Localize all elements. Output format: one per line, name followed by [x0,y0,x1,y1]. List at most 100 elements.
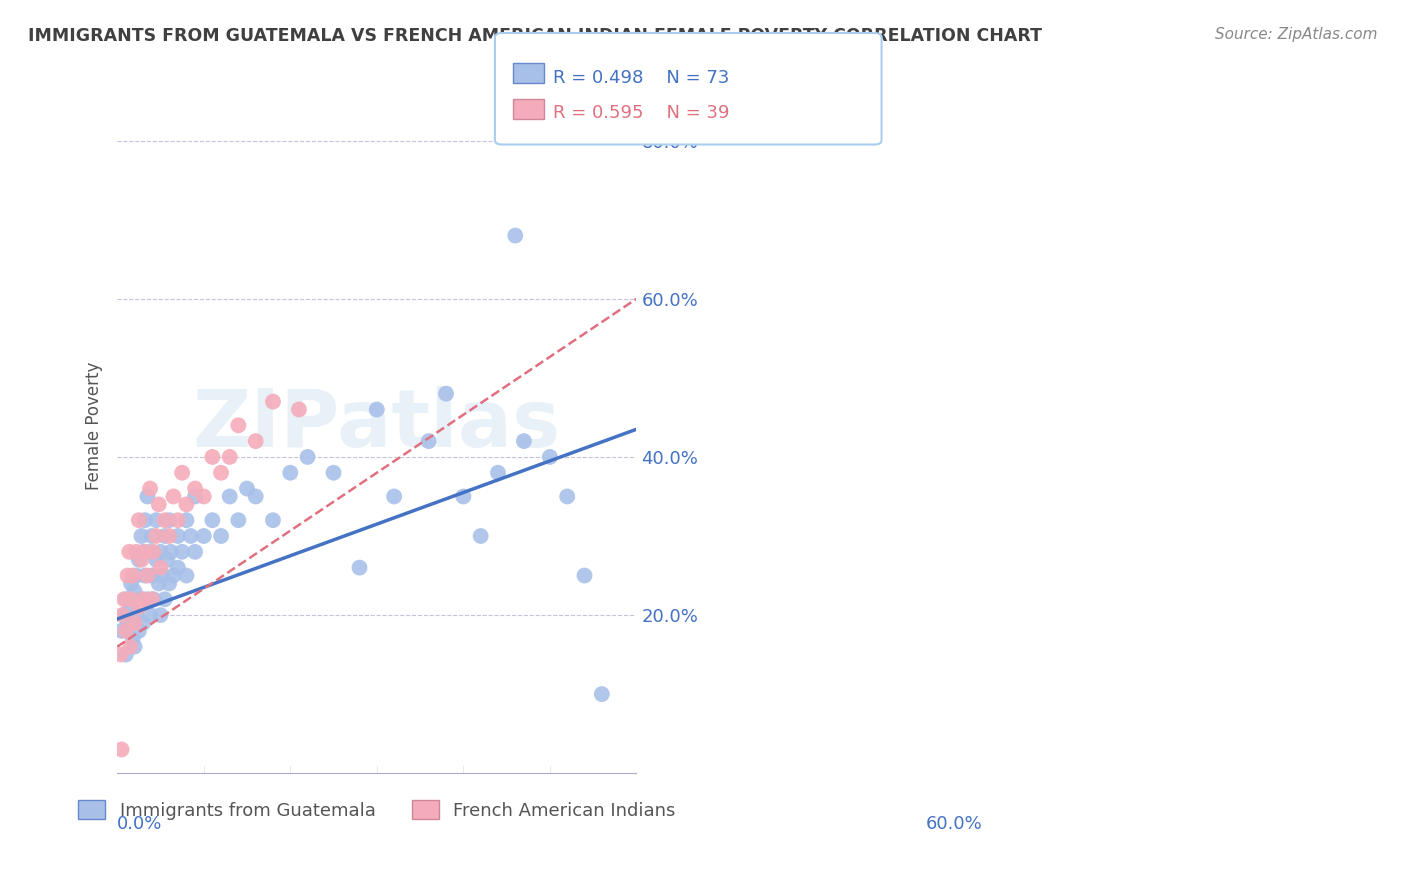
Point [132,592,155,607]
Point [160,545,183,559]
Point [574,568,596,582]
Point [172,466,194,480]
Point [157,576,180,591]
Point [139,545,162,559]
Point [128,513,150,527]
Point [115,648,138,662]
Point [124,615,146,630]
Point [176,513,198,527]
Point [262,394,284,409]
Point [125,568,148,582]
Point [112,592,135,607]
Point [382,490,405,504]
Point [115,592,138,607]
Point [117,568,139,582]
Point [111,608,134,623]
Point [118,545,141,559]
Point [156,552,179,566]
Text: ZIPatlas: ZIPatlas [193,386,561,465]
Point [148,497,170,511]
Point [162,568,184,582]
Point [128,600,150,615]
Point [166,560,188,574]
Point [110,648,132,662]
Point [297,450,319,464]
Point [136,592,159,607]
Point [149,608,172,623]
Point [470,529,492,543]
Point [184,482,207,496]
Point [322,466,344,480]
Point [110,742,132,756]
Point [115,624,138,638]
Point [145,529,167,543]
Point [132,615,155,630]
Point [176,568,198,582]
Point [132,545,155,559]
Point [139,608,162,623]
Point [149,560,172,574]
Point [228,418,250,433]
Point [228,513,250,527]
Point [134,568,156,582]
Point [131,529,153,543]
Text: R = 0.498    N = 73: R = 0.498 N = 73 [553,69,728,87]
Text: 60.0%: 60.0% [927,815,983,833]
Point [149,545,172,559]
Point [166,529,188,543]
Point [120,600,142,615]
Point [145,513,167,527]
Point [141,592,163,607]
Point [176,497,198,511]
Point [201,513,224,527]
Point [112,608,135,623]
Point [124,640,146,654]
Text: R = 0.595    N = 39: R = 0.595 N = 39 [553,104,730,122]
Point [131,592,153,607]
Point [218,450,240,464]
Point [538,450,561,464]
Point [278,466,301,480]
Point [288,402,311,417]
Point [121,632,143,646]
Point [193,529,215,543]
Text: 0.0%: 0.0% [117,815,163,833]
Point [153,592,176,607]
Point [117,615,139,630]
Point [193,490,215,504]
Point [418,434,440,449]
Point [366,402,388,417]
Point [209,466,232,480]
Point [128,624,150,638]
Point [209,529,232,543]
Point [236,482,259,496]
Point [434,386,457,401]
Point [262,513,284,527]
Point [153,513,176,527]
Point [145,552,167,566]
Point [136,490,159,504]
Point [120,576,142,591]
Point [124,584,146,599]
Point [180,529,202,543]
Point [172,545,194,559]
Point [157,513,180,527]
Point [349,560,371,574]
Point [110,624,132,638]
Point [555,490,578,504]
Point [218,490,240,504]
Point [184,490,207,504]
Point [245,490,267,504]
Point [513,434,536,449]
Point [591,687,613,701]
Point [125,608,148,623]
Point [121,568,143,582]
Point [503,228,526,243]
Point [201,450,224,464]
Point [245,434,267,449]
Point [162,490,184,504]
Text: IMMIGRANTS FROM GUATEMALA VS FRENCH AMERICAN INDIAN FEMALE POVERTY CORRELATION C: IMMIGRANTS FROM GUATEMALA VS FRENCH AMER… [28,27,1042,45]
Point [184,545,207,559]
Point [153,529,176,543]
Point [141,529,163,543]
